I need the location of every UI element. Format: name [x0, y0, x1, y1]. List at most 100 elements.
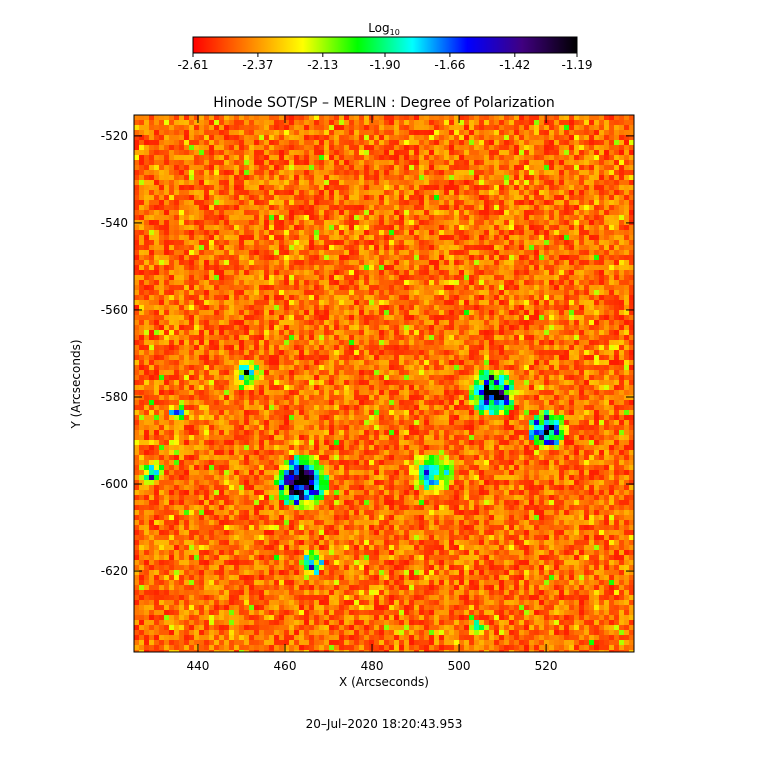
- pixel: [359, 260, 364, 265]
- pixel: [559, 245, 564, 250]
- pixel: [564, 340, 569, 345]
- pixel: [139, 175, 144, 180]
- pixel: [154, 190, 159, 195]
- pixel: [624, 330, 629, 335]
- pixel: [619, 150, 624, 155]
- pixel: [299, 315, 304, 320]
- pixel: [189, 330, 194, 335]
- pixel: [454, 225, 459, 230]
- pixel: [184, 185, 189, 190]
- pixel: [574, 250, 579, 255]
- pixel: [544, 255, 549, 260]
- pixel: [319, 130, 324, 135]
- pixel: [354, 315, 359, 320]
- pixel: [429, 350, 434, 355]
- pixel: [454, 330, 459, 335]
- pixel: [444, 300, 449, 305]
- pixel: [354, 165, 359, 170]
- pixel: [559, 330, 564, 335]
- pixel: [229, 325, 234, 330]
- pixel: [259, 115, 264, 120]
- pixel: [419, 210, 424, 215]
- pixel: [304, 195, 309, 200]
- pixel: [184, 115, 189, 120]
- pixel: [454, 195, 459, 200]
- pixel: [359, 285, 364, 290]
- pixel: [499, 220, 504, 225]
- pixel: [319, 135, 324, 140]
- pixel: [249, 190, 254, 195]
- pixel: [479, 170, 484, 175]
- pixel: [309, 190, 314, 195]
- pixel: [464, 305, 469, 310]
- pixel: [249, 335, 254, 340]
- pixel: [574, 280, 579, 285]
- pixel: [374, 115, 379, 120]
- pixel: [144, 305, 149, 310]
- pixel: [424, 290, 429, 295]
- pixel: [139, 280, 144, 285]
- pixel: [324, 250, 329, 255]
- pixel: [279, 320, 284, 325]
- pixel: [139, 125, 144, 130]
- pixel: [344, 200, 349, 205]
- pixel: [479, 215, 484, 220]
- pixel: [164, 340, 169, 345]
- pixel: [609, 125, 614, 130]
- pixel: [374, 200, 379, 205]
- pixel: [554, 300, 559, 305]
- pixel: [554, 225, 559, 230]
- pixel: [189, 195, 194, 200]
- pixel: [574, 255, 579, 260]
- pixel: [494, 130, 499, 135]
- pixel: [354, 325, 359, 330]
- pixel: [309, 135, 314, 140]
- pixel: [514, 175, 519, 180]
- pixel: [524, 130, 529, 135]
- pixel: [574, 210, 579, 215]
- pixel: [174, 265, 179, 270]
- pixel: [204, 340, 209, 345]
- pixel: [349, 245, 354, 250]
- pixel: [274, 250, 279, 255]
- pixel: [354, 280, 359, 285]
- pixel: [624, 205, 629, 210]
- pixel: [229, 320, 234, 325]
- pixel: [479, 175, 484, 180]
- pixel: [354, 250, 359, 255]
- pixel: [509, 295, 514, 300]
- pixel: [249, 300, 254, 305]
- pixel: [489, 245, 494, 250]
- pixel: [354, 230, 359, 235]
- pixel: [369, 215, 374, 220]
- pixel: [549, 260, 554, 265]
- pixel: [559, 255, 564, 260]
- pixel: [549, 270, 554, 275]
- pixel: [524, 275, 529, 280]
- pixel: [294, 195, 299, 200]
- pixel: [449, 225, 454, 230]
- pixel: [409, 170, 414, 175]
- pixel: [549, 225, 554, 230]
- pixel: [204, 290, 209, 295]
- pixel: [184, 195, 189, 200]
- pixel: [524, 240, 529, 245]
- pixel: [604, 265, 609, 270]
- pixel: [589, 265, 594, 270]
- pixel: [184, 330, 189, 335]
- pixel: [289, 270, 294, 275]
- pixel: [624, 185, 629, 190]
- pixel: [424, 230, 429, 235]
- pixel: [579, 240, 584, 245]
- pixel: [369, 205, 374, 210]
- pixel: [289, 145, 294, 150]
- pixel: [289, 130, 294, 135]
- pixel: [309, 320, 314, 325]
- pixel: [604, 210, 609, 215]
- pixel: [334, 355, 339, 360]
- pixel: [614, 140, 619, 145]
- pixel: [504, 245, 509, 250]
- pixel: [514, 320, 519, 325]
- pixel: [444, 130, 449, 135]
- pixel: [614, 225, 619, 230]
